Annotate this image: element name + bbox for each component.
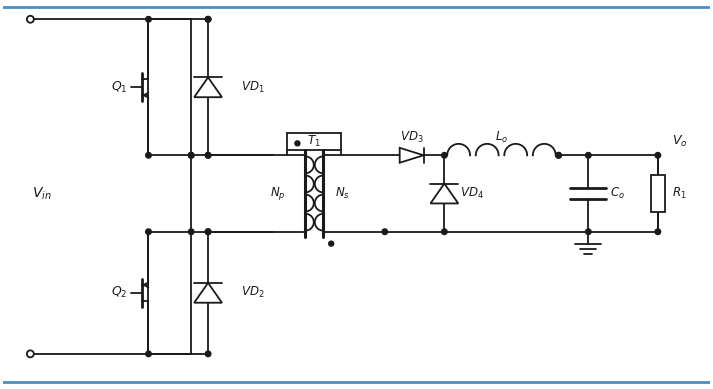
Text: $Q_1$: $Q_1$	[111, 80, 128, 95]
Text: $Q_2$: $Q_2$	[111, 285, 128, 300]
Circle shape	[188, 152, 194, 158]
Circle shape	[205, 16, 211, 22]
Text: $V_{in}$: $V_{in}$	[32, 185, 52, 202]
Text: $T_1$: $T_1$	[307, 134, 321, 149]
Circle shape	[205, 229, 211, 235]
Circle shape	[27, 350, 34, 357]
Text: $R_1$: $R_1$	[672, 186, 687, 201]
Text: $VD_1$: $VD_1$	[241, 80, 265, 95]
Circle shape	[145, 16, 151, 22]
Polygon shape	[194, 283, 222, 303]
Circle shape	[441, 152, 447, 158]
Circle shape	[382, 229, 388, 235]
Text: $VD_4$: $VD_4$	[461, 186, 484, 201]
Text: $N_s$: $N_s$	[335, 186, 350, 201]
Circle shape	[145, 229, 151, 235]
Circle shape	[585, 152, 591, 158]
Circle shape	[555, 152, 561, 158]
Text: $V_o$: $V_o$	[672, 134, 687, 149]
Circle shape	[555, 152, 561, 158]
Text: $VD_2$: $VD_2$	[241, 285, 265, 300]
Circle shape	[188, 229, 194, 235]
Circle shape	[188, 152, 194, 158]
Polygon shape	[431, 184, 458, 203]
Circle shape	[27, 16, 34, 23]
Circle shape	[205, 16, 211, 22]
Polygon shape	[194, 77, 222, 97]
Text: $C_o$: $C_o$	[610, 186, 625, 201]
Circle shape	[205, 351, 211, 357]
Text: $N_p$: $N_p$	[270, 185, 285, 202]
Circle shape	[655, 152, 661, 158]
Circle shape	[205, 152, 211, 158]
Bar	[651, 175, 665, 212]
Circle shape	[205, 229, 211, 235]
Circle shape	[441, 229, 447, 235]
Circle shape	[295, 141, 300, 146]
Text: $L_o$: $L_o$	[495, 130, 508, 145]
Circle shape	[145, 351, 151, 357]
Circle shape	[329, 241, 334, 246]
Polygon shape	[400, 148, 424, 163]
Circle shape	[655, 229, 661, 235]
Circle shape	[205, 152, 211, 158]
Circle shape	[145, 152, 151, 158]
Text: $VD_3$: $VD_3$	[400, 130, 424, 145]
Circle shape	[585, 229, 591, 235]
